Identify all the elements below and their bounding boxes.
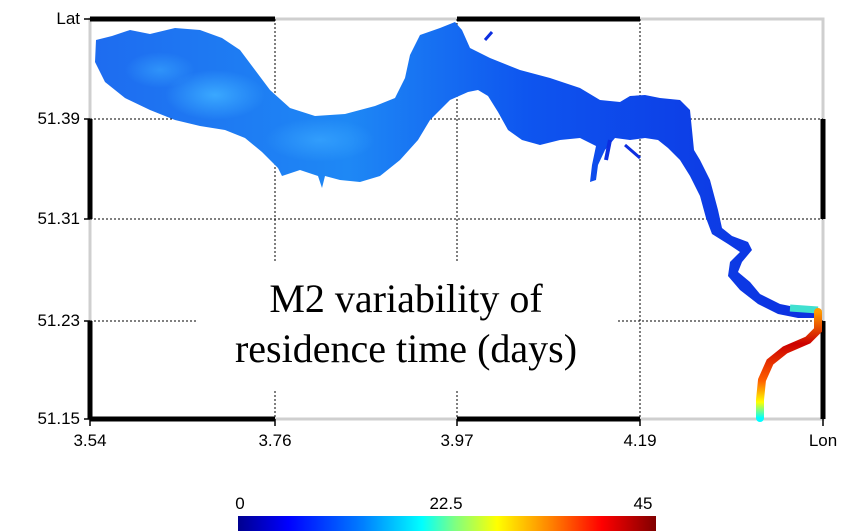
y-axis-label: Lat — [56, 9, 80, 28]
title-line-1: M2 variability of — [269, 276, 543, 321]
y-tick-label: 51.15 — [37, 409, 80, 428]
tick-marks — [84, 18, 824, 426]
y-tick-label: 51.31 — [37, 209, 80, 228]
y-tick-label: 51.39 — [37, 109, 80, 128]
x-tick-label: 3.76 — [258, 431, 292, 450]
colorbar — [238, 516, 656, 531]
river-high-residence — [756, 308, 822, 422]
x-axis-label: Lon — [808, 431, 838, 450]
figure-title: M2 variability of residence time (days) — [196, 262, 616, 390]
colorbar-mid-label: 22.5 — [429, 494, 463, 513]
x-tick-label: 4.19 — [623, 431, 657, 450]
frame-segments — [87, 16, 826, 422]
x-tick-label: 3.54 — [73, 431, 107, 450]
colorbar-max-label: 45 — [633, 494, 653, 513]
x-tick-label: 3.97 — [440, 431, 474, 450]
y-tick-label: 51.23 — [37, 311, 80, 330]
title-line-2: residence time (days) — [234, 326, 578, 371]
colorbar-min-label: 0 — [235, 494, 245, 513]
estuary-shape — [95, 22, 822, 422]
